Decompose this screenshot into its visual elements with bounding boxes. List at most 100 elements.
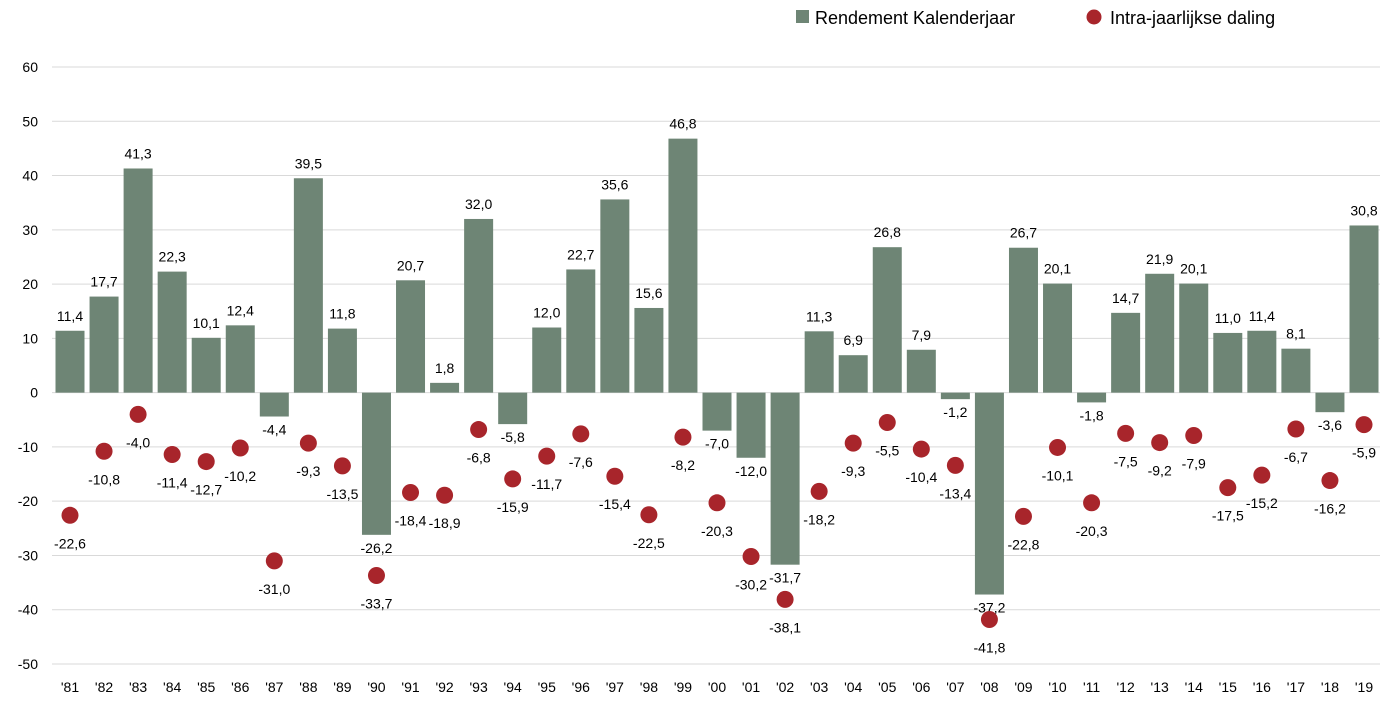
bar xyxy=(464,218,494,393)
bar xyxy=(225,325,255,393)
drawdown-point xyxy=(402,483,420,501)
bar xyxy=(532,327,562,393)
x-tick-label: '15 xyxy=(1219,679,1237,695)
drawdown-data-label: -8,2 xyxy=(671,457,695,473)
drawdown-data-label: -10,1 xyxy=(1042,467,1074,483)
bar-data-label: 6,9 xyxy=(843,332,863,348)
bar xyxy=(1008,247,1038,393)
bar xyxy=(157,271,187,393)
bar-data-label: 22,7 xyxy=(567,246,594,262)
drawdown-point xyxy=(572,425,590,443)
bar-data-label: -3,6 xyxy=(1318,417,1342,433)
y-tick-label: -10 xyxy=(18,439,38,455)
x-tick-label: '84 xyxy=(163,679,181,695)
x-tick-label: '10 xyxy=(1048,679,1066,695)
bar xyxy=(191,337,221,393)
bar-data-label: 11,4 xyxy=(1249,308,1275,324)
drawdown-point xyxy=(1219,479,1237,497)
x-tick-label: '91 xyxy=(401,679,419,695)
x-tick-label: '13 xyxy=(1151,679,1169,695)
bar xyxy=(906,349,936,393)
drawdown-point xyxy=(1151,434,1169,452)
bar-data-label: 14,7 xyxy=(1112,290,1139,306)
legend-swatch-bar xyxy=(796,10,809,23)
legend-label-bar: Rendement Kalenderjaar xyxy=(815,8,1015,28)
x-tick-label: '97 xyxy=(606,679,624,695)
drawdown-point xyxy=(129,405,147,423)
drawdown-data-label: -17,5 xyxy=(1212,508,1244,524)
drawdown-data-label: -7,9 xyxy=(1182,456,1206,472)
bar-series xyxy=(55,138,1379,595)
y-tick-label: 30 xyxy=(22,222,38,238)
bar-data-label: 26,7 xyxy=(1010,225,1037,241)
y-tick-label: -20 xyxy=(18,493,38,509)
bar-data-label: -1,2 xyxy=(943,404,967,420)
drawdown-data-label: -5,5 xyxy=(875,442,899,458)
drawdown-data-label: -9,3 xyxy=(296,463,320,479)
drawdown-point xyxy=(538,447,556,465)
bar xyxy=(736,392,766,458)
bar xyxy=(600,199,630,393)
bar xyxy=(702,392,732,431)
scatter-labels: -22,6 -10,8 -4,0 -11,4 -12,7-10,2 -31,0 -9,3 -1… xyxy=(54,434,1376,655)
drawdown-point xyxy=(367,567,385,585)
drawdown-data-label: -15,9 xyxy=(497,499,529,515)
x-tick-label: '18 xyxy=(1321,679,1339,695)
drawdown-data-label: -18,4 xyxy=(395,512,427,528)
bar-data-label: -4,4 xyxy=(262,422,286,438)
bar xyxy=(123,168,153,393)
y-tick-label: -40 xyxy=(18,602,38,618)
drawdown-point xyxy=(742,548,760,566)
drawdown-point xyxy=(606,467,624,485)
bar-data-label: -26,2 xyxy=(361,540,393,556)
bar-data-label: 46,8 xyxy=(669,116,696,132)
drawdown-data-label: -22,8 xyxy=(1008,536,1040,552)
bar xyxy=(634,307,664,393)
drawdown-data-label: -10,8 xyxy=(88,471,120,487)
drawdown-point xyxy=(231,439,249,457)
bar xyxy=(1349,225,1379,393)
bar xyxy=(566,269,596,393)
drawdown-point xyxy=(1083,494,1101,512)
scatter-series xyxy=(61,405,1373,628)
bar-data-label: 12,0 xyxy=(533,305,560,321)
y-tick-label: 50 xyxy=(22,113,38,129)
drawdown-data-label: -22,5 xyxy=(633,535,665,551)
y-tick-label: -50 xyxy=(18,656,38,672)
drawdown-data-label: -11,4 xyxy=(157,475,188,491)
bar-data-label: 15,6 xyxy=(635,285,662,301)
drawdown-point xyxy=(912,440,930,458)
x-tick-label: '06 xyxy=(912,679,930,695)
bar-data-label: 7,9 xyxy=(912,327,932,343)
drawdown-point xyxy=(1287,420,1305,438)
x-axis-ticks: '81 '82 '83 '84 '85 '86 '87 '88 '89 '90 '91 '92 '93 '… xyxy=(61,679,1373,695)
x-tick-label: '07 xyxy=(946,679,964,695)
bar xyxy=(89,296,119,393)
bar-data-label: -5,8 xyxy=(501,429,525,445)
drawdown-point xyxy=(810,482,828,500)
bar-data-label: 30,8 xyxy=(1350,202,1377,218)
drawdown-point xyxy=(776,590,794,608)
bar-data-label: 12,4 xyxy=(227,302,254,318)
x-tick-label: '86 xyxy=(231,679,249,695)
y-axis-ticks: 60 50 40 30 20 10 0 -10 -20 -30 -40 -50 xyxy=(18,59,38,672)
bar xyxy=(974,392,1004,595)
bar xyxy=(1315,392,1345,413)
drawdown-point xyxy=(1253,466,1271,484)
x-tick-label: '02 xyxy=(776,679,794,695)
drawdown-point xyxy=(333,457,351,475)
drawdown-data-label: -20,3 xyxy=(701,523,733,539)
x-tick-label: '12 xyxy=(1117,679,1135,695)
drawdown-data-label: -5,9 xyxy=(1352,445,1376,461)
bar xyxy=(293,178,323,393)
bar xyxy=(872,247,902,393)
drawdown-point xyxy=(1049,438,1067,456)
bar xyxy=(430,382,460,393)
drawdown-point xyxy=(640,506,658,524)
bar xyxy=(1281,348,1311,393)
bar-data-label: 11,4 xyxy=(57,308,83,324)
x-tick-label: '98 xyxy=(640,679,658,695)
drawdown-data-label: -31,0 xyxy=(258,581,290,597)
drawdown-data-label: -15,4 xyxy=(599,496,631,512)
y-tick-label: 10 xyxy=(22,330,38,346)
